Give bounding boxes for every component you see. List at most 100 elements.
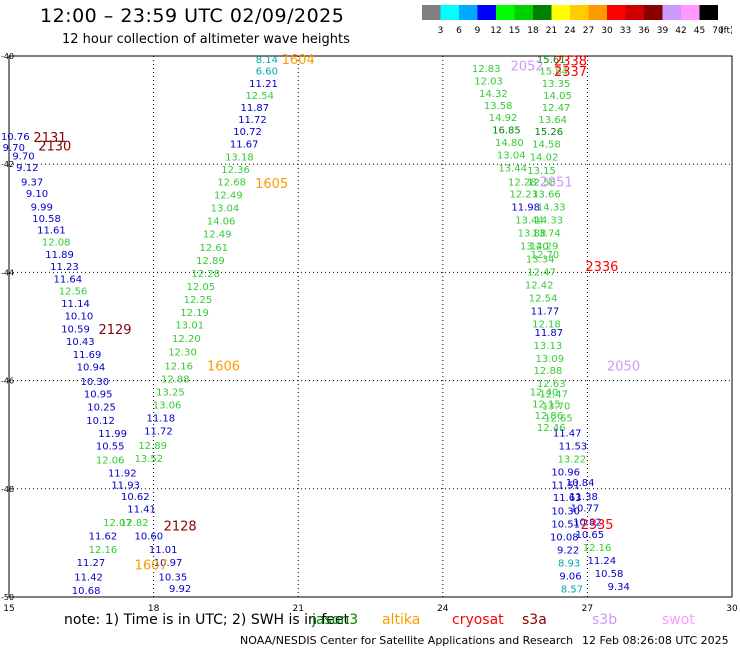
- legend-label: 33: [620, 26, 631, 36]
- wave-height-value: 10.08: [550, 532, 579, 543]
- map-frame: [8, 55, 733, 598]
- satellite-name-s3a: s3a: [522, 612, 547, 628]
- wave-height-value: 10.59: [61, 325, 90, 336]
- wave-height-value: 9.70: [12, 152, 34, 163]
- wave-height-value: 12.20: [172, 334, 201, 345]
- wave-height-value: 8.14: [256, 55, 278, 66]
- wave-height-value: 11.24: [588, 556, 617, 567]
- wave-height-value: 10.97: [154, 558, 183, 569]
- wave-height-value: 12.89: [138, 441, 167, 452]
- wave-height-value: 11.14: [61, 299, 90, 310]
- wave-height-value: 11.89: [45, 250, 74, 261]
- wave-height-value: 10.10: [65, 312, 94, 323]
- wave-height-value: 11.41: [127, 504, 156, 515]
- wave-height-value: 12.83: [472, 64, 501, 75]
- wave-height-value: 12.07: [103, 518, 132, 529]
- wave-height-value: 11.87: [240, 103, 269, 114]
- pass-number-label: 2337: [554, 65, 587, 80]
- legend-swatch: [570, 5, 589, 20]
- legend-label: 27: [583, 26, 594, 36]
- wave-height-value: 9.12: [16, 163, 38, 174]
- wave-height-value: 9.99: [31, 202, 53, 213]
- pass-number-label: 2128: [164, 520, 197, 535]
- wave-height-value: 13.22: [558, 455, 587, 466]
- wave-height-value: 12.68: [217, 178, 246, 189]
- wave-height-value: 14.80: [495, 138, 524, 149]
- wave-height-value: 12.28: [191, 269, 220, 280]
- legend-swatch: [459, 5, 478, 20]
- lon-tick-label: 21: [292, 604, 303, 614]
- wave-height-value: 15.84: [539, 67, 568, 78]
- wave-height-value: 10.94: [77, 363, 106, 374]
- legend-swatch: [477, 5, 496, 20]
- wave-height-value: 11.77: [531, 306, 560, 317]
- legend-swatch: [514, 5, 533, 20]
- wave-height-value: 14.05: [543, 91, 572, 102]
- wave-height-value: 11.64: [53, 274, 82, 285]
- wave-height-value: 11.38: [569, 492, 598, 503]
- legend-swatch: [699, 5, 718, 20]
- wave-height-value: 12.89: [196, 256, 225, 267]
- wave-height-value: 13.25: [156, 387, 185, 398]
- lat-tick-label: -46: [1, 377, 14, 386]
- legend-label: 36: [638, 26, 650, 36]
- wave-height-value: 11.87: [535, 328, 564, 339]
- wave-height-value: 13.44: [498, 163, 527, 174]
- wave-height-value: 10.72: [233, 127, 262, 138]
- legend-label: 24: [564, 26, 576, 36]
- wave-height-value: 13.58: [484, 101, 513, 112]
- wave-height-value: 10.35: [159, 572, 188, 583]
- wave-height-value: 10.43: [66, 337, 95, 348]
- pass-number-label: 2335: [580, 518, 613, 533]
- legend-label: 30: [601, 26, 613, 36]
- wave-height-value: 11.62: [89, 531, 118, 542]
- wave-height-value: 11.92: [108, 469, 137, 480]
- legend-swatch: [440, 5, 459, 20]
- wave-height-value: 6.60: [256, 67, 278, 78]
- wave-height-value: 12.54: [245, 91, 274, 102]
- wave-height-value: 11.63: [553, 493, 582, 504]
- wave-height-value: 11.98: [511, 202, 540, 213]
- legend-label: 9: [475, 26, 481, 36]
- satellite-name-jason3: jason3: [312, 612, 359, 628]
- legend-swatch: [625, 5, 644, 20]
- wave-height-value: 14.06: [207, 216, 236, 227]
- wave-height-value: 11.72: [238, 115, 267, 126]
- pass-number-label: 2052: [511, 60, 544, 75]
- wave-height-value: 13.06: [153, 400, 182, 411]
- wave-height-value: 13.01: [175, 320, 204, 331]
- legend-label: 3: [438, 26, 444, 36]
- legend-swatch: [588, 5, 607, 20]
- wave-height-value: 13.35: [542, 79, 571, 90]
- wave-height-value: 12.06: [96, 456, 125, 467]
- wave-height-value: 12.30: [168, 347, 197, 358]
- wave-height-value: 13.74: [532, 228, 561, 239]
- legend-swatch: [662, 5, 681, 20]
- wave-height-value: 13.70: [542, 401, 571, 412]
- wave-height-value: 9.06: [559, 571, 581, 582]
- wave-height-value: 10.96: [551, 467, 580, 478]
- pass-number-label: 2338: [554, 54, 587, 69]
- legend-swatch: [644, 5, 663, 20]
- wave-height-value: 12.88: [161, 374, 190, 385]
- wave-height-value: 12.19: [180, 308, 209, 319]
- pass-number-label: 2131: [33, 131, 66, 146]
- legend-label: 42: [675, 26, 686, 36]
- legend-label: 39: [657, 26, 669, 36]
- legend-label: 45: [694, 26, 705, 36]
- wave-height-value: 12.42: [525, 280, 554, 291]
- legend-swatch: [533, 5, 552, 20]
- legend-swatch: [681, 5, 700, 20]
- wave-height-value: 8.93: [558, 558, 580, 569]
- lat-tick-label: -48: [1, 485, 14, 494]
- wave-height-value: 12.16: [164, 361, 193, 372]
- wave-height-value: 15.61: [537, 55, 566, 66]
- legend-swatch: [607, 5, 626, 20]
- lat-tick-label: -44: [1, 268, 14, 277]
- wave-height-value: 14.92: [489, 113, 518, 124]
- wave-height-value: 12.61: [200, 243, 229, 254]
- wave-height-value: 12.47: [527, 267, 556, 278]
- lon-tick-label: 27: [582, 604, 593, 614]
